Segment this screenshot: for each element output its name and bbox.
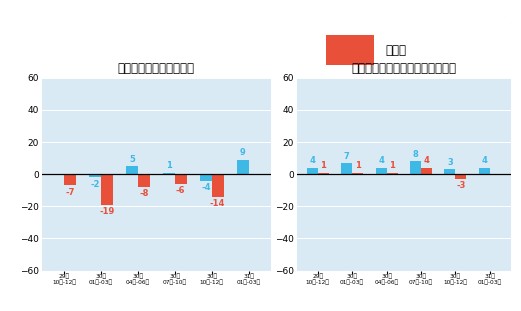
Bar <box>138 174 150 187</box>
Text: -2: -2 <box>90 180 100 189</box>
Text: 4: 4 <box>378 156 384 165</box>
Bar <box>200 174 212 181</box>
Bar <box>237 160 249 174</box>
Bar <box>307 168 318 174</box>
Bar <box>421 168 432 174</box>
Title: 総受注金額指数（全国）: 総受注金額指数（全国） <box>118 62 195 75</box>
Bar <box>163 173 175 174</box>
Bar <box>89 174 101 177</box>
Bar <box>126 166 138 174</box>
Bar <box>352 173 363 174</box>
Bar <box>455 174 466 179</box>
Bar <box>410 161 421 174</box>
Bar <box>326 35 374 65</box>
Text: 4: 4 <box>424 156 429 165</box>
Bar <box>175 174 187 184</box>
Text: 1: 1 <box>389 161 395 170</box>
Text: 1: 1 <box>320 161 326 170</box>
Bar <box>387 173 398 174</box>
Text: -8: -8 <box>139 189 148 198</box>
Text: -6: -6 <box>176 186 185 195</box>
Bar <box>212 174 224 197</box>
Text: 1: 1 <box>166 161 172 170</box>
Text: -4: -4 <box>201 183 210 192</box>
Bar <box>64 174 76 185</box>
Bar <box>341 163 352 174</box>
Title: １戸当り受注床面積指数（全国）: １戸当り受注床面積指数（全国） <box>351 62 456 75</box>
Text: 7: 7 <box>344 151 350 160</box>
Bar <box>101 174 113 205</box>
Text: 4: 4 <box>481 156 487 165</box>
Text: 3: 3 <box>447 158 453 167</box>
Text: -14: -14 <box>210 199 226 208</box>
Text: 1: 1 <box>355 161 361 170</box>
Text: 9: 9 <box>240 148 246 157</box>
Text: 5: 5 <box>129 155 135 164</box>
Bar <box>318 173 329 174</box>
Bar <box>326 88 374 118</box>
Bar <box>479 168 490 174</box>
Text: -7: -7 <box>65 188 75 197</box>
Text: 実　績: 実 績 <box>386 44 407 57</box>
Bar <box>444 169 455 174</box>
Text: 見通し: 見通し <box>386 96 407 109</box>
Text: 4: 4 <box>309 156 315 165</box>
FancyBboxPatch shape <box>311 14 507 141</box>
Text: 8: 8 <box>413 150 418 159</box>
Text: -19: -19 <box>99 207 115 216</box>
Text: -3: -3 <box>456 181 466 190</box>
Bar <box>376 168 387 174</box>
